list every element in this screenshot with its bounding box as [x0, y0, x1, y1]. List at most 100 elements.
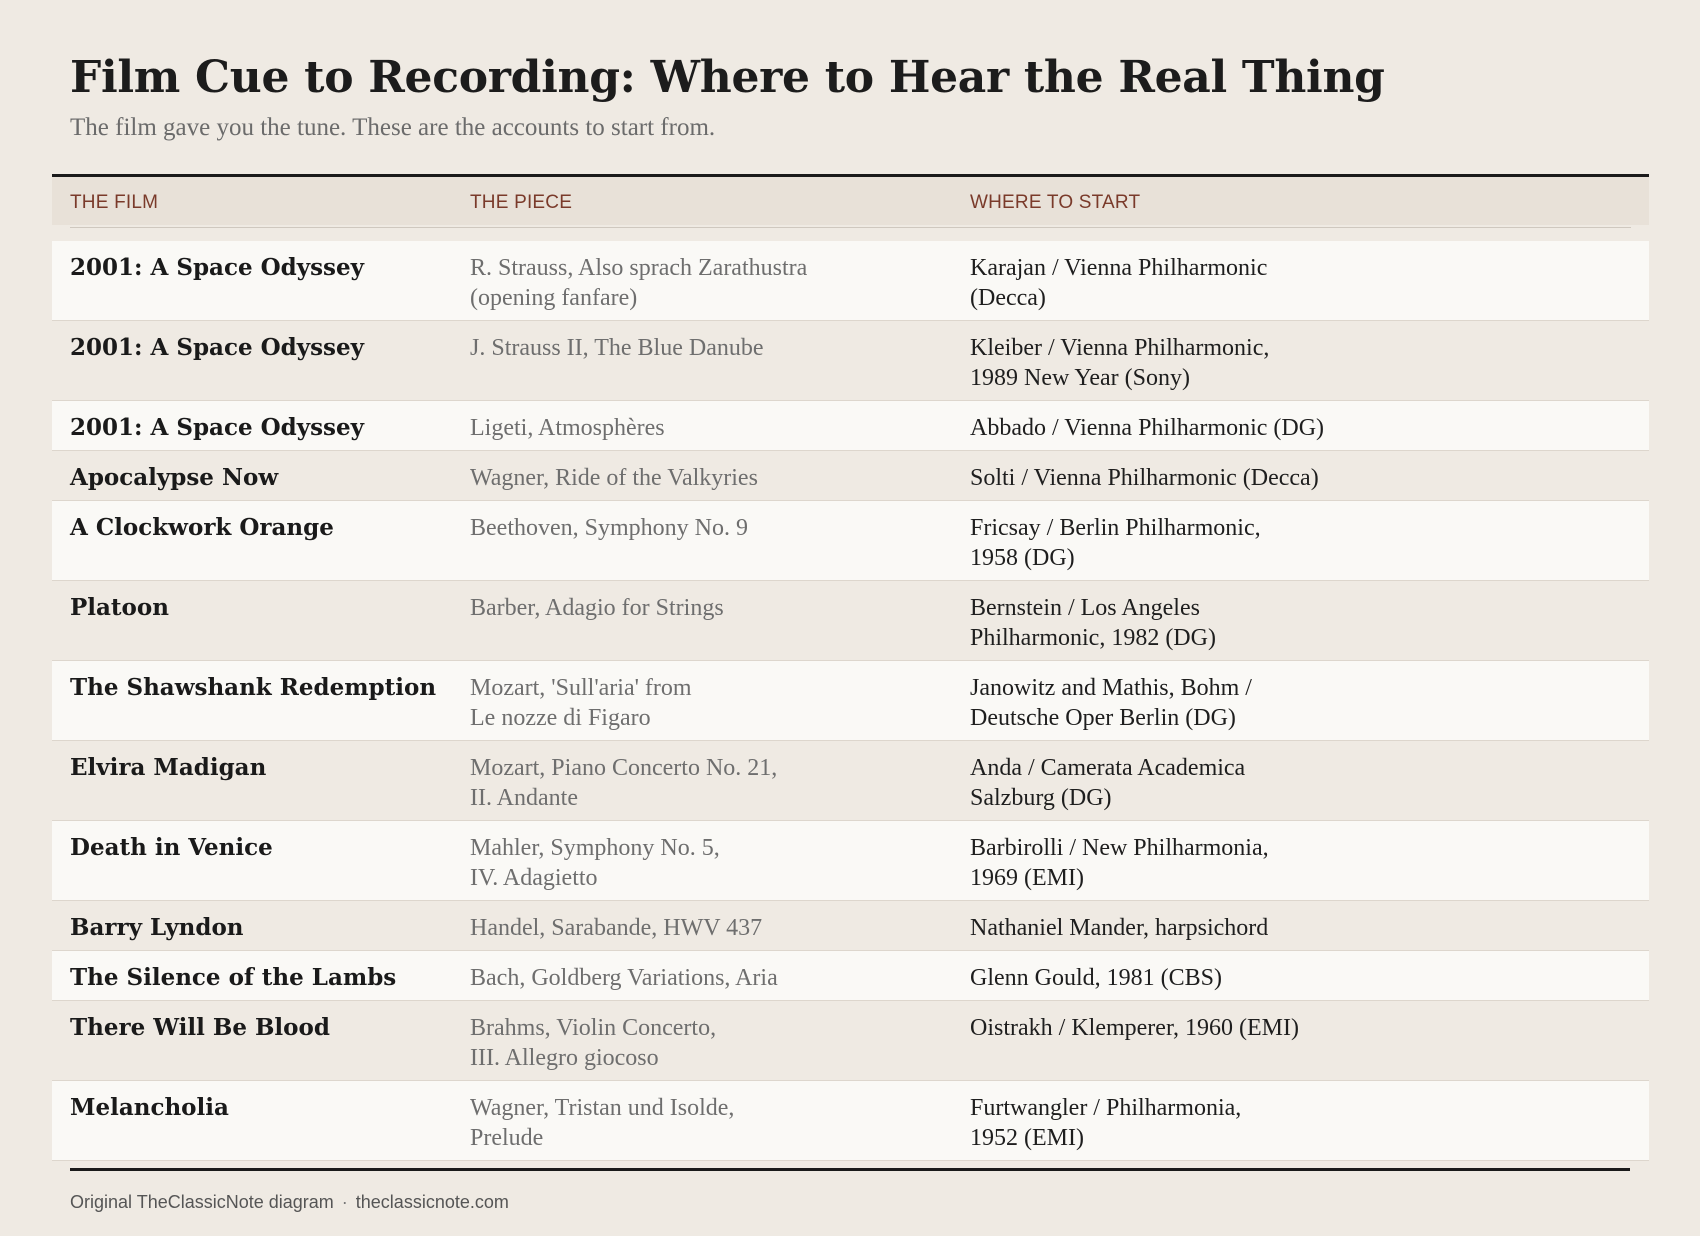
table-row: The Silence of the Lambs Bach, Goldberg V… — [52, 951, 1649, 1001]
bottom-rule — [70, 1168, 1630, 1171]
table-row: Barry Lyndon Handel, Sarabande, HWV 437 Na… — [52, 901, 1649, 951]
recording-line: Furtwangler / Philharmonia, — [970, 1095, 1242, 1121]
recording-line: Philharmonic, 1982 (DG) — [970, 625, 1216, 651]
piece-line: J. Strauss II, The Blue Danube — [470, 335, 764, 361]
recording-cell: Kleiber / Vienna Philharmonic, 1989 New Y… — [970, 333, 1390, 393]
table-row: There Will Be Blood Brahms, Violin Concer… — [52, 1001, 1649, 1081]
piece-cell: Barber, Adagio for Strings — [470, 593, 930, 623]
film-cell: 2001: A Space Odyssey — [70, 334, 364, 361]
piece-cell: Handel, Sarabande, HWV 437 — [470, 913, 930, 943]
table-row: Apocalypse Now Wagner, Ride of the Valkyr… — [52, 451, 1649, 501]
film-cell: Melancholia — [70, 1094, 229, 1121]
film-cell: The Silence of the Lambs — [70, 964, 397, 991]
footer-credit: Original TheClassicNote diagram — [70, 1192, 334, 1212]
table-row: 2001: A Space Odyssey Ligeti, Atmosphères… — [52, 401, 1649, 451]
film-cell: Apocalypse Now — [70, 464, 279, 491]
film-cell: 2001: A Space Odyssey — [70, 254, 364, 281]
piece-line: Handel, Sarabande, HWV 437 — [470, 915, 763, 941]
film-cell: 2001: A Space Odyssey — [70, 414, 364, 441]
piece-cell: Ligeti, Atmosphères — [470, 413, 930, 443]
table-row: A Clockwork Orange Beethoven, Symphony No… — [52, 501, 1649, 581]
table-row: Platoon Barber, Adagio for Strings Bernste… — [52, 581, 1649, 661]
piece-cell: Bach, Goldberg Variations, Aria — [470, 963, 930, 993]
film-cell: A Clockwork Orange — [70, 514, 334, 541]
recording-cell: Barbirolli / New Philharmonia, 1969 (EMI) — [970, 833, 1390, 893]
recording-cell: Karajan / Vienna Philharmonic (Decca) — [970, 253, 1390, 313]
piece-cell: Wagner, Ride of the Valkyries — [470, 463, 930, 493]
recording-line: Janowitz and Mathis, Bohm / — [970, 675, 1252, 701]
recording-cell: Janowitz and Mathis, Bohm / Deutsche Oper… — [970, 673, 1390, 733]
recording-cell: Solti / Vienna Philharmonic (Decca) — [970, 463, 1390, 493]
piece-line: III. Allegro giocoso — [470, 1045, 659, 1071]
piece-line: IV. Adagietto — [470, 865, 598, 891]
piece-line: (opening fanfare) — [470, 285, 638, 311]
footer-separator: · — [341, 1192, 348, 1212]
recording-line: Kleiber / Vienna Philharmonic, — [970, 335, 1270, 361]
recording-cell: Anda / Camerata Academica Salzburg (DG) — [970, 753, 1390, 813]
footer: Original TheClassicNote diagram · theclass… — [70, 1192, 509, 1213]
footer-site: theclassicnote.com — [355, 1192, 509, 1212]
table-row: The Shawshank Redemption Mozart, 'Sull'ar… — [52, 661, 1649, 741]
recording-cell: Glenn Gould, 1981 (CBS) — [970, 963, 1390, 993]
table-row: Elvira Madigan Mozart, Piano Concerto No.… — [52, 741, 1649, 821]
table-row: Death in Venice Mahler, Symphony No. 5, IV… — [52, 821, 1649, 901]
film-cell: Barry Lyndon — [70, 914, 244, 941]
piece-line: Brahms, Violin Concerto, — [470, 1015, 717, 1041]
piece-line: R. Strauss, Also sprach Zarathustra — [470, 255, 808, 281]
table-body: 2001: A Space Odyssey R. Strauss, Also sp… — [52, 241, 1649, 1161]
page-subtitle: The film gave you the tune. These are th… — [70, 114, 716, 141]
piece-line: Bach, Goldberg Variations, Aria — [470, 965, 778, 991]
piece-line: Le nozze di Figaro — [470, 705, 651, 731]
recording-cell: Bernstein / Los Angeles Philharmonic, 198… — [970, 593, 1390, 653]
film-cell: Platoon — [70, 594, 169, 621]
recording-line: 1989 New Year (Sony) — [970, 365, 1190, 391]
table-row: 2001: A Space Odyssey R. Strauss, Also sp… — [52, 241, 1649, 321]
recording-line: Salzburg (DG) — [970, 785, 1112, 811]
piece-line: Ligeti, Atmosphères — [470, 415, 665, 441]
column-header-where-to-start: WHERE TO START — [970, 192, 1141, 213]
recording-line: Barbirolli / New Philharmonia, — [970, 835, 1269, 861]
piece-line: Prelude — [470, 1125, 544, 1151]
piece-cell: Mozart, 'Sull'aria' from Le nozze di Figa… — [470, 673, 930, 733]
recordings-table: THE FILM THE PIECE WHERE TO START 2001: … — [52, 177, 1649, 1161]
table-row: 2001: A Space Odyssey J. Strauss II, The … — [52, 321, 1649, 401]
table-row: Melancholia Wagner, Tristan und Isolde, Pr… — [52, 1081, 1649, 1161]
recording-line: 1952 (EMI) — [970, 1125, 1084, 1151]
recording-line: Fricsay / Berlin Philharmonic, — [970, 515, 1261, 541]
recording-line: Karajan / Vienna Philharmonic — [970, 255, 1268, 281]
piece-line: Barber, Adagio for Strings — [470, 595, 724, 621]
piece-cell: R. Strauss, Also sprach Zarathustra (open… — [470, 253, 930, 313]
recording-line: Nathaniel Mander, harpsichord — [970, 915, 1269, 941]
piece-line: Mahler, Symphony No. 5, — [470, 835, 720, 861]
piece-cell: Beethoven, Symphony No. 9 — [470, 513, 930, 543]
page-title: Film Cue to Recording: Where to Hear the… — [70, 52, 1385, 103]
piece-cell: Mahler, Symphony No. 5, IV. Adagietto — [470, 833, 930, 893]
piece-cell: J. Strauss II, The Blue Danube — [470, 333, 930, 363]
piece-line: Wagner, Ride of the Valkyries — [470, 465, 758, 491]
recording-cell: Nathaniel Mander, harpsichord — [970, 913, 1390, 943]
recording-line: Solti / Vienna Philharmonic (Decca) — [970, 465, 1319, 491]
top-rule — [52, 174, 1649, 177]
recording-cell: Fricsay / Berlin Philharmonic, 1958 (DG) — [970, 513, 1390, 573]
recording-cell: Furtwangler / Philharmonia, 1952 (EMI) — [970, 1093, 1390, 1153]
piece-line: II. Andante — [470, 785, 578, 811]
recording-line: Anda / Camerata Academica — [970, 755, 1246, 781]
recording-line: 1958 (DG) — [970, 545, 1075, 571]
piece-line: Mozart, Piano Concerto No. 21, — [470, 755, 778, 781]
recording-cell: Abbado / Vienna Philharmonic (DG) — [970, 413, 1390, 443]
film-cell: There Will Be Blood — [70, 1014, 330, 1041]
recording-cell: Oistrakh / Klemperer, 1960 (EMI) — [970, 1013, 1390, 1043]
film-cell: The Shawshank Redemption — [70, 674, 437, 701]
recording-line: Deutsche Oper Berlin (DG) — [970, 705, 1236, 731]
table-header: THE FILM THE PIECE WHERE TO START — [52, 177, 1649, 225]
piece-line: Mozart, 'Sull'aria' from — [470, 675, 692, 701]
piece-line: Beethoven, Symphony No. 9 — [470, 515, 748, 541]
piece-cell: Mozart, Piano Concerto No. 21, II. Andant… — [470, 753, 930, 813]
header-divider — [52, 225, 1649, 241]
film-cell: Death in Venice — [70, 834, 273, 861]
column-header-piece: THE PIECE — [470, 192, 573, 213]
recording-line: Bernstein / Los Angeles — [970, 595, 1200, 621]
recording-line: (Decca) — [970, 285, 1046, 311]
recording-line: 1969 (EMI) — [970, 865, 1084, 891]
recording-line: Oistrakh / Klemperer, 1960 (EMI) — [970, 1015, 1299, 1041]
